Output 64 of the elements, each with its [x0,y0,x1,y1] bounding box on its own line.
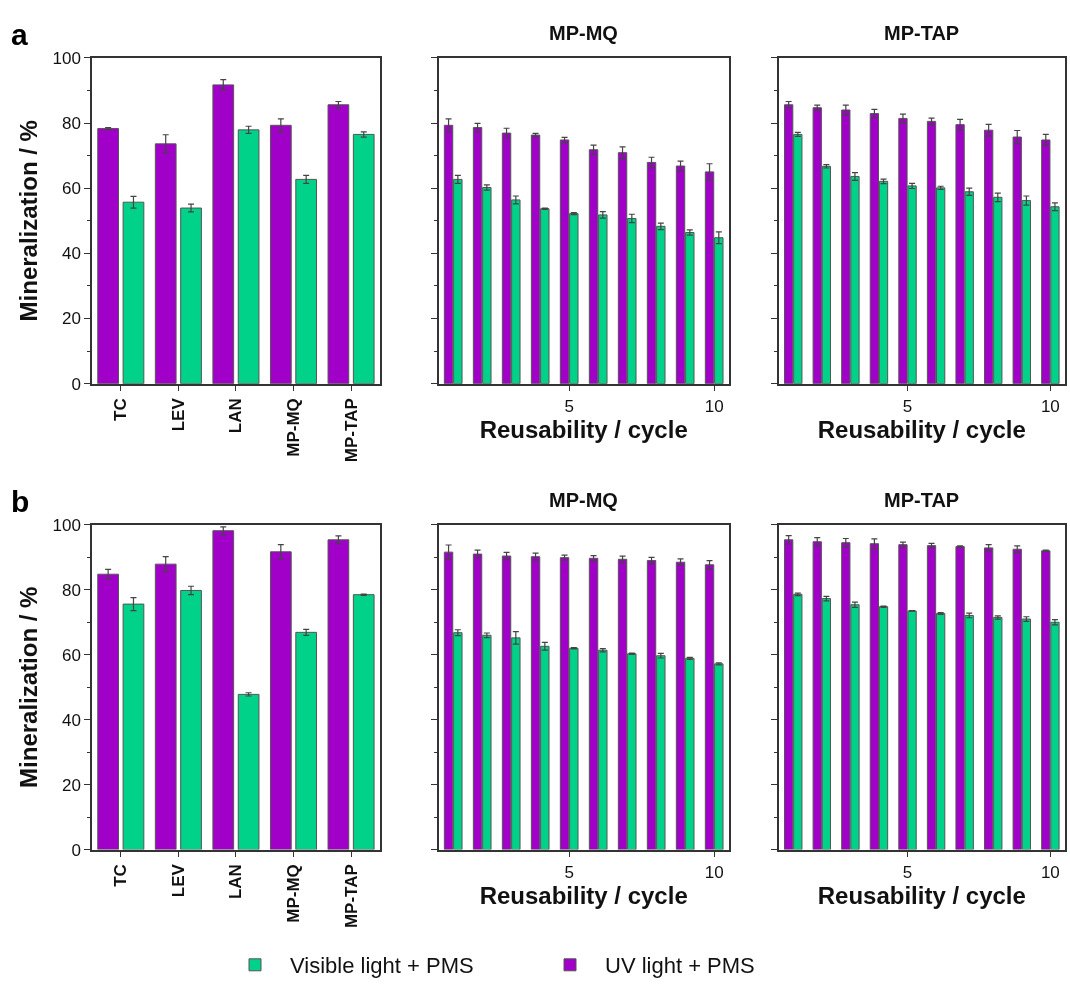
x-tick-label: LAN [226,398,246,434]
y-tick-label: 0 [71,840,81,860]
bar [269,551,292,850]
bar [122,603,145,850]
x-tick-label: 10 [1040,862,1060,882]
x-tick-label: 5 [902,396,913,416]
x-axis-title: Reusability / cycle [817,881,1026,909]
bar [180,207,202,384]
x-tick-label: TC [111,864,131,887]
bar [352,594,375,850]
x-tick-label: 5 [902,862,913,882]
bar [97,128,119,384]
x-axis-title: Reusability / cycle [479,881,688,909]
y-tick-label: 40 [61,710,81,730]
x-tick-label: 10 [704,396,724,416]
x-tick-label: TC [111,398,131,421]
x-tick-label: MP-TAP [341,864,361,929]
bar [237,129,260,384]
text: a [11,18,28,51]
y-tick-label: 40 [61,244,81,264]
bar [295,631,318,850]
x-tick-label: LEV [168,863,188,898]
legend-label: Visible light + PMS [290,953,474,979]
y-tick-label: 60 [61,179,81,199]
x-tick-label: 5 [564,396,574,416]
y-axis-title: Mineralization / % [15,586,43,788]
bar [327,104,350,384]
x-tick-label: LAN [226,864,246,900]
bar [237,693,260,850]
x-tick-label: MP-MQ [284,398,304,457]
y-axis-title: Mineralization / % [15,120,43,322]
bar [295,178,318,384]
bar [327,539,350,850]
x-tick-label: MP-TAP [341,398,361,463]
x-tick-label: LEV [168,397,188,432]
x-axis-title: Reusability / cycle [817,415,1026,443]
y-tick-label: 0 [71,374,81,394]
x-axis-title: Reusability / cycle [479,415,688,443]
chart-title: MP-MQ [549,489,618,511]
x-tick-label: 10 [704,862,724,882]
bar [154,143,177,384]
bar [269,124,292,384]
text: b [11,485,30,518]
bar [122,201,145,384]
y-tick-label: 20 [61,309,81,329]
bar [97,573,119,850]
bar [180,589,202,850]
x-tick-label: 5 [564,862,574,882]
bar [212,84,235,384]
bar [154,563,177,850]
bar [352,133,375,384]
bar [212,530,235,850]
y-tick-label: 100 [52,48,81,68]
chart-title: MP-TAP [884,22,960,44]
x-tick-label: 10 [1040,396,1060,416]
chart-title: MP-TAP [884,489,960,511]
x-tick-label: MP-MQ [284,864,304,923]
chart-title: MP-MQ [549,22,618,44]
y-tick-label: 80 [61,113,81,133]
legend-label: UV light + PMS [605,953,755,979]
y-tick-label: 60 [61,645,81,665]
y-tick-label: 100 [52,515,81,535]
y-tick-label: 80 [61,580,81,600]
y-tick-label: 20 [61,775,81,795]
